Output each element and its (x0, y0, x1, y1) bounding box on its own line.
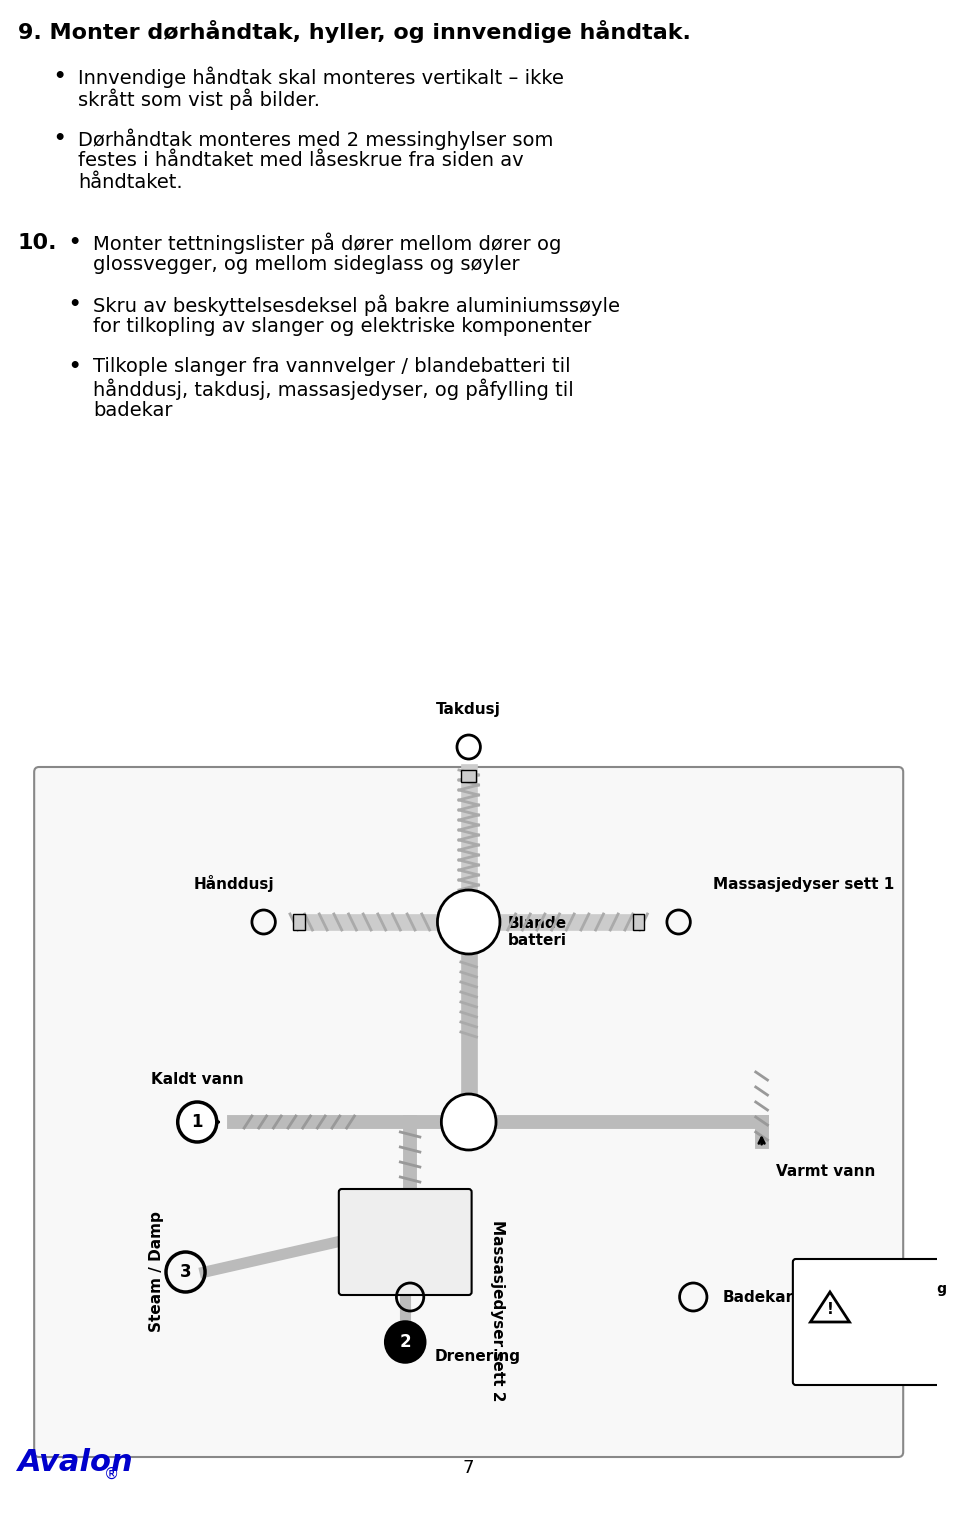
Text: badekar: badekar (93, 402, 172, 420)
Text: ®: ® (104, 1467, 119, 1483)
Bar (633, 915, 644, 930)
Text: 2: 2 (399, 1333, 411, 1351)
Text: Massasjedyser sett 2: Massasjedyser sett 2 (491, 1220, 506, 1402)
Text: •: • (68, 357, 81, 376)
Text: Massasjedyser sett 1: Massasjedyser sett 1 (712, 876, 894, 892)
Text: Avalon: Avalon (17, 1448, 133, 1477)
Text: Blande
batteri: Blande batteri (508, 916, 566, 948)
Text: Skru av beskyttelsesdeksel på bakre aluminiumssøyle: Skru av beskyttelsesdeksel på bakre alum… (93, 295, 620, 316)
Text: Tilkople slanger fra vannvelger / blandebatteri til: Tilkople slanger fra vannvelger / blande… (93, 357, 570, 376)
Text: Innvendige håndtak skal monteres vertikalt – ikke: Innvendige håndtak skal monteres vertika… (78, 67, 564, 89)
Text: •: • (54, 67, 66, 86)
Text: Takdusj: Takdusj (436, 702, 501, 718)
Text: for tilkopling av slanger og elektriske komponenter: for tilkopling av slanger og elektriske … (93, 318, 591, 336)
FancyBboxPatch shape (35, 767, 903, 1457)
Text: Hånddusj: Hånddusj (194, 875, 275, 892)
Text: håndtaket.: håndtaket. (78, 173, 182, 192)
Text: 7: 7 (463, 1458, 474, 1477)
Text: Dørhåndtak monteres med 2 messinghylser som: Dørhåndtak monteres med 2 messinghylser … (78, 128, 554, 151)
FancyBboxPatch shape (793, 1258, 946, 1385)
Text: Husk pakningsring: Husk pakningsring (801, 1283, 947, 1296)
Circle shape (386, 1322, 424, 1362)
Text: 9. Monter dørhåndtak, hyller, og innvendige håndtak.: 9. Monter dørhåndtak, hyller, og innvend… (17, 20, 690, 43)
Text: Drenering: Drenering (435, 1350, 520, 1365)
Bar (461, 770, 476, 782)
Text: •: • (68, 295, 81, 315)
Text: Stream
Generator: Stream Generator (370, 1226, 441, 1257)
Text: Badekar: Badekar (723, 1289, 794, 1304)
Text: Steam / Damp: Steam / Damp (149, 1211, 164, 1333)
Text: hånddusj, takdusj, massasjedyser, og påfylling til: hånddusj, takdusj, massasjedyser, og påf… (93, 379, 573, 400)
Text: 10.: 10. (17, 234, 57, 253)
Text: Kaldt vann: Kaldt vann (151, 1072, 244, 1087)
Text: •: • (68, 234, 81, 252)
Text: •: • (54, 128, 66, 148)
Text: Monter tettningslister på dører mellom dører og: Monter tettningslister på dører mellom d… (93, 234, 562, 255)
Text: glossvegger, og mellom sideglass og søyler: glossvegger, og mellom sideglass og søyl… (93, 255, 519, 273)
Text: 1: 1 (191, 1113, 203, 1132)
Text: festes i håndtaket med låseskrue fra siden av: festes i håndtaket med låseskrue fra sid… (78, 151, 524, 169)
Text: 3: 3 (180, 1263, 191, 1281)
FancyBboxPatch shape (339, 1190, 471, 1295)
Circle shape (438, 890, 500, 954)
Text: !: ! (827, 1301, 833, 1316)
Circle shape (178, 1102, 217, 1142)
Bar (293, 915, 304, 930)
Text: skrått som vist på bilder.: skrått som vist på bilder. (78, 89, 320, 110)
Text: Varmt vann: Varmt vann (777, 1165, 876, 1179)
Circle shape (442, 1093, 496, 1150)
